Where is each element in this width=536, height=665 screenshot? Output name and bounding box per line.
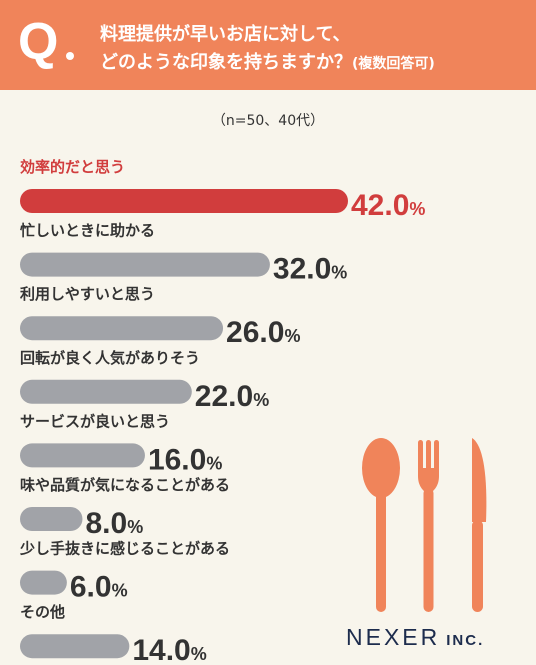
bar bbox=[20, 507, 83, 531]
value-label: 32.0% bbox=[273, 253, 347, 286]
category-label: 忙しいときに助かる bbox=[20, 222, 155, 240]
value-label: 6.0% bbox=[70, 571, 128, 604]
bar bbox=[20, 443, 145, 468]
bar bbox=[20, 189, 348, 213]
bar bbox=[20, 634, 130, 659]
logo-name: NEXER bbox=[346, 624, 441, 650]
category-label: 効率的だと思う bbox=[20, 158, 125, 176]
bar bbox=[20, 316, 224, 341]
question-text: どのような印象を持ちますか？ bbox=[100, 52, 352, 73]
category-label: サービスが良いと思う bbox=[20, 412, 170, 430]
bar bbox=[20, 252, 270, 277]
category-label: その他 bbox=[20, 603, 65, 621]
q-dot bbox=[66, 52, 74, 60]
question-line-2: どのような印象を持ちますか？(複数回答可) bbox=[100, 48, 435, 74]
q-mark: Q bbox=[18, 13, 59, 71]
logo-suffix: INC. bbox=[446, 632, 485, 649]
value-label: 8.0% bbox=[85, 507, 143, 540]
knife-icon bbox=[472, 438, 487, 612]
value-label: 16.0% bbox=[148, 443, 222, 476]
category-label: 回転が良く人気がありそう bbox=[20, 349, 200, 367]
value-label: 26.0% bbox=[226, 316, 300, 349]
cutlery-illustration bbox=[362, 438, 487, 612]
spoon-icon bbox=[362, 438, 400, 612]
bar bbox=[20, 379, 192, 404]
nexer-logo: NEXER INC. bbox=[346, 624, 484, 651]
category-label: 少し手抜きに感じることがある bbox=[19, 540, 230, 558]
value-label: 14.0% bbox=[132, 634, 206, 665]
category-label: 利用しやすいと思う bbox=[20, 285, 155, 303]
bar bbox=[20, 570, 67, 595]
sample-note: （n=50、40代） bbox=[211, 113, 325, 129]
value-label: 22.0% bbox=[195, 380, 269, 413]
value-label: 42.0% bbox=[351, 189, 425, 222]
fork-icon bbox=[418, 440, 439, 612]
question-line-1: 料理提供が早いお店に対して、 bbox=[100, 24, 351, 45]
category-label: 味や品質が気になることがある bbox=[20, 476, 230, 494]
question-header: Q 料理提供が早いお店に対して、 どのような印象を持ちますか？(複数回答可) bbox=[0, 0, 536, 90]
question-note: (複数回答可) bbox=[352, 56, 435, 72]
